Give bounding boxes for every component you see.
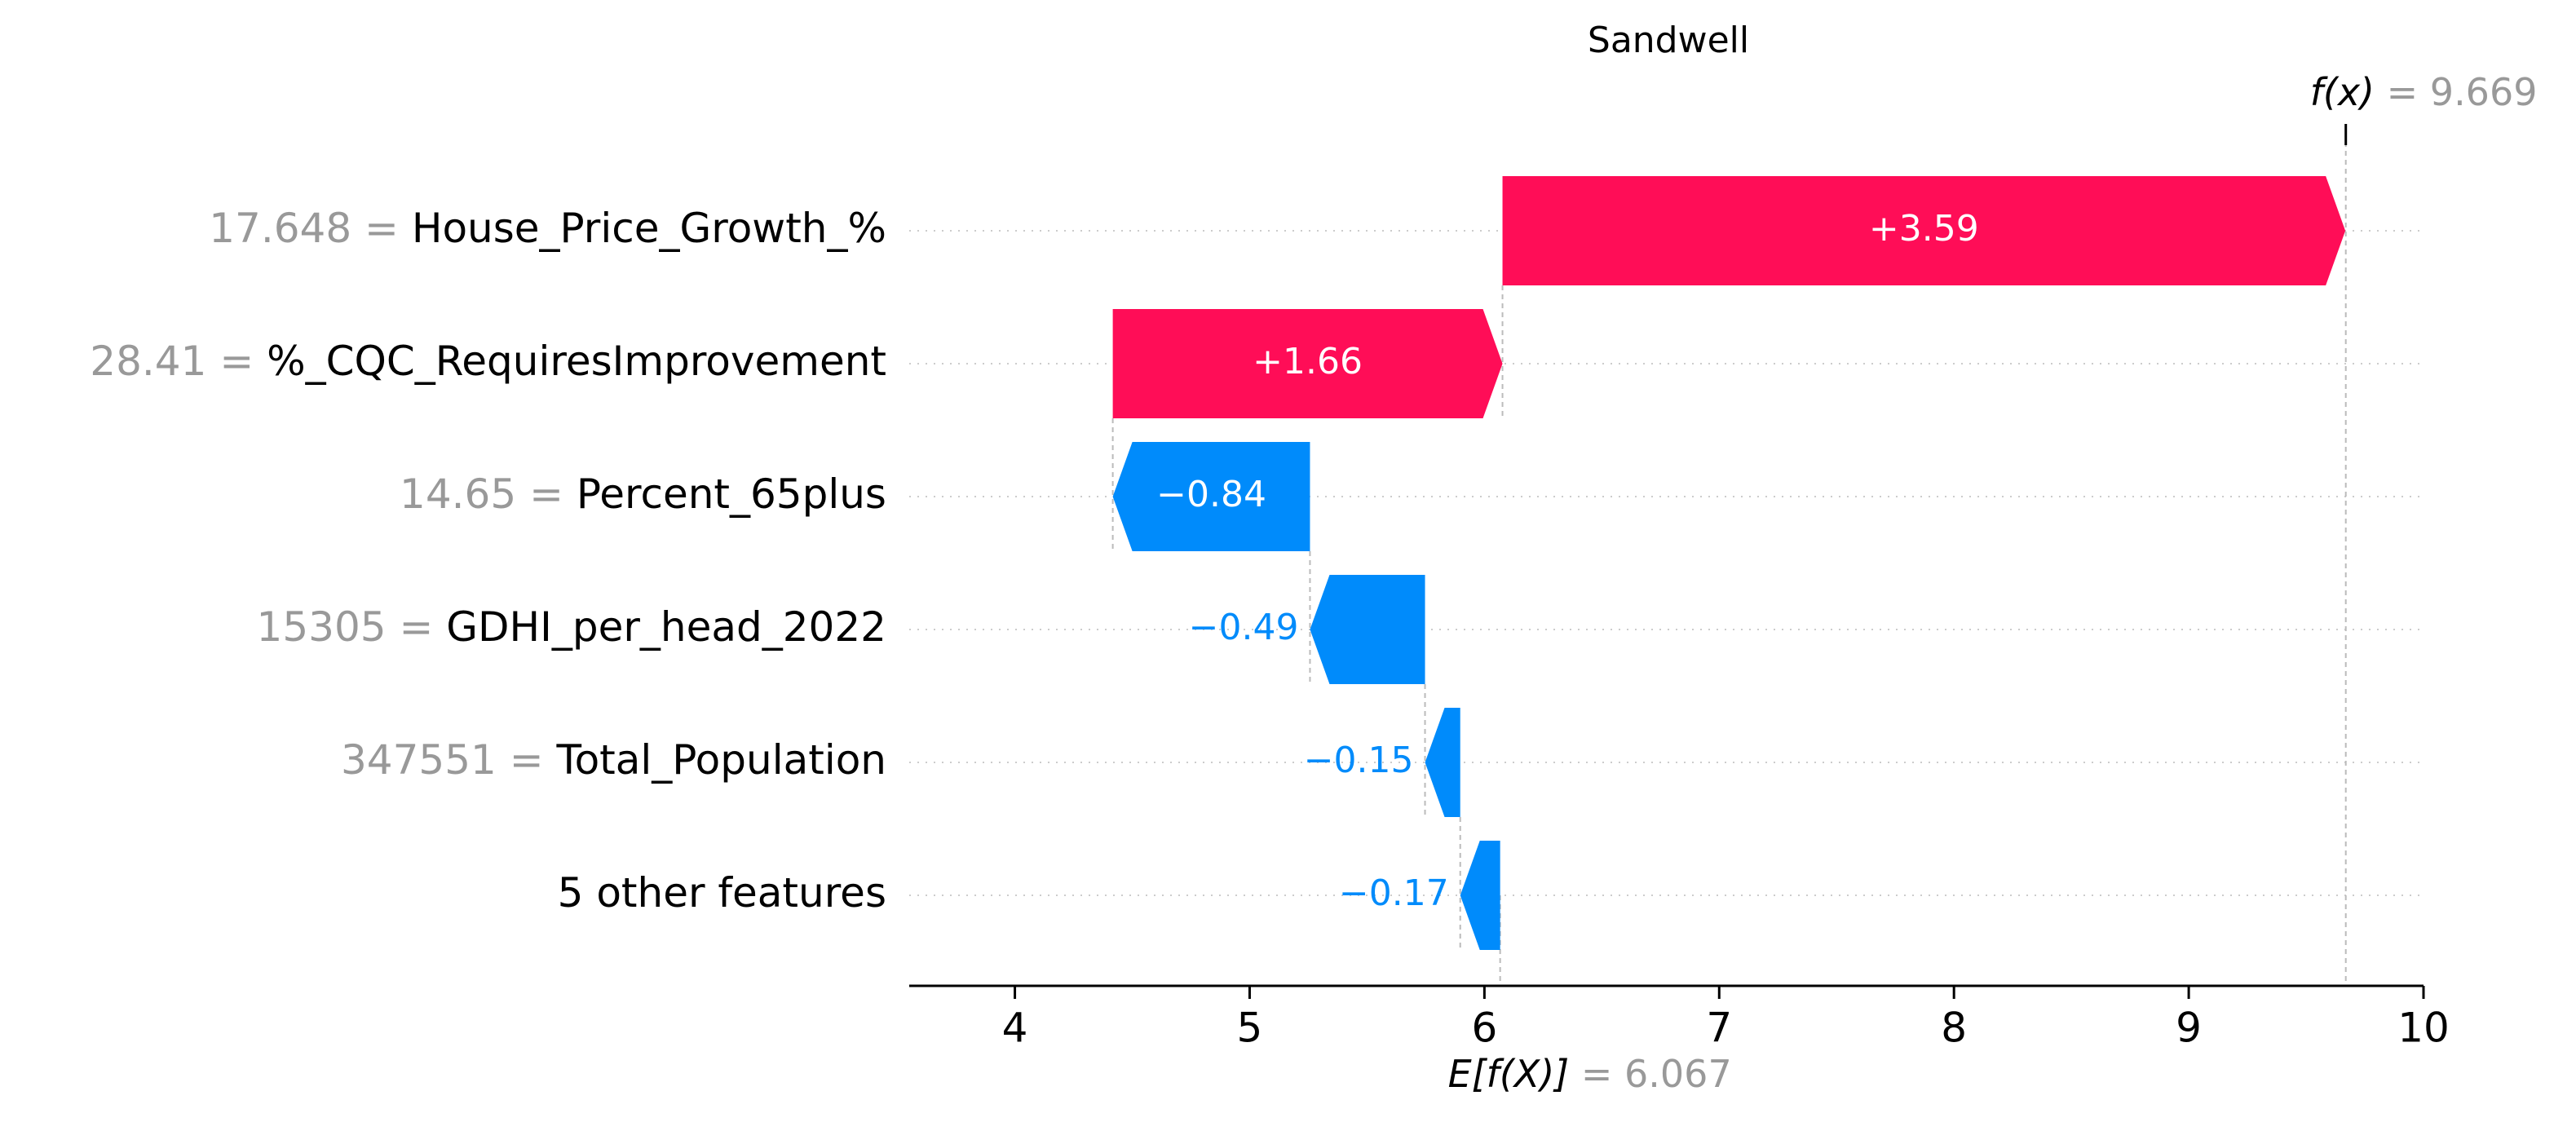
feature-label: 5 other features [558,869,886,917]
contribution-bar [1502,176,2346,285]
contribution-label: −0.17 [1339,872,1449,914]
fx-equals: = [2375,70,2430,114]
contribution-label: +3.59 [1869,208,1979,250]
x-axis: 4 5 6 7 8 9 10 [909,984,2450,1052]
feature-name: %_CQC_RequiresImprovement [267,338,886,385]
feature-label: 15305 = GDHI_per_head_2022 [257,603,886,651]
feature-value: 15305 [257,603,387,651]
feature-name: Total_Population [556,736,886,784]
feature-name: Percent_65plus [577,470,886,518]
x-tick-label: 4 [1002,1005,1028,1052]
x-tick-label: 6 [1471,1005,1497,1052]
feature-name: House_Price_Growth_% [412,205,886,252]
contribution-bar [1425,708,1460,817]
feature-equals: = [387,603,447,651]
feature-value: 17.648 [209,205,351,252]
feature-value: 347551 [341,736,497,784]
contribution-bar [1112,309,1503,418]
contribution-labels: +3.59 +1.66 −0.84 −0.49 −0.15 −0.17 [1156,208,1979,914]
ex-equals: = [1569,1052,1624,1096]
contribution-bars [1112,176,2346,950]
feature-name: 5 other features [558,869,886,917]
feature-label: 17.648 = House_Price_Growth_% [209,205,886,252]
x-tick-label: 5 [1237,1005,1263,1052]
feature-value: 28.41 [90,338,206,385]
x-tick-label: 9 [2176,1005,2202,1052]
contribution-label: +1.66 [1253,341,1363,382]
ex-value: 6.067 [1624,1052,1732,1096]
feature-label: 347551 = Total_Population [341,736,886,784]
feature-value: 14.65 [400,470,516,518]
ex-label: E[f(X)] [1448,1052,1570,1096]
feature-labels: 17.648 = House_Price_Growth_% 28.41 = %_C… [90,205,886,917]
expected-value-annotation: E[f(X)] = 6.067 [1448,1052,1732,1096]
x-tick-label: 10 [2397,1005,2450,1052]
contribution-bar [1310,575,1425,684]
contribution-bar [1460,841,1500,950]
x-tick-label: 7 [1706,1005,1732,1052]
feature-label: 28.41 = %_CQC_RequiresImprovement [90,338,886,385]
feature-equals: = [351,205,412,252]
fx-value: 9.669 [2430,70,2538,114]
chart-title: Sandwell [1588,20,1749,61]
contribution-label: −0.49 [1189,607,1299,648]
feature-name: GDHI_per_head_2022 [446,603,886,651]
fx-annotation: f(x) = 9.669 [2310,70,2538,114]
contribution-label: −0.15 [1304,740,1414,781]
feature-equals: = [516,470,577,518]
x-tick-label: 8 [1941,1005,1967,1052]
feature-label: 14.65 = Percent_65plus [400,470,886,518]
contribution-label: −0.84 [1156,474,1266,515]
contribution-bar [1112,442,1310,551]
fx-label: f(x) [2310,70,2375,114]
feature-equals: = [497,736,557,784]
feature-equals: = [206,338,267,385]
